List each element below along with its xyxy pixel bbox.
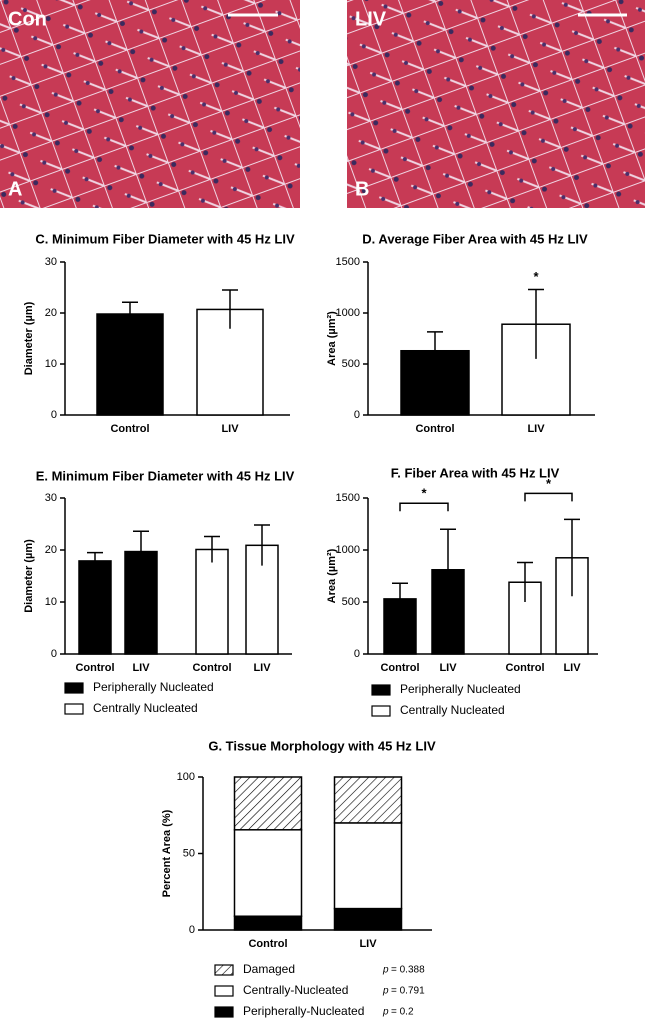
panel-label: LIV — [355, 8, 387, 30]
bar — [78, 560, 112, 655]
significance-bracket — [399, 502, 449, 512]
y-tick-label: 30 — [45, 256, 57, 268]
bar — [195, 548, 229, 655]
x-tick-label: LIV — [253, 662, 271, 674]
x-tick-label: Control — [110, 423, 149, 435]
error-bar — [440, 528, 456, 611]
y-axis-label: Percent Area (%) — [161, 809, 173, 897]
y-tick-label: 20 — [45, 544, 57, 556]
significance: * — [533, 269, 539, 284]
legend-swatch — [214, 985, 234, 997]
legend-swatch — [371, 684, 391, 696]
histology-image — [0, 0, 300, 208]
y-tick-label: 1500 — [336, 492, 360, 504]
error-bar — [254, 524, 270, 566]
bar — [233, 829, 303, 917]
y-tick-label: 50 — [183, 847, 195, 859]
y-tick-label: 0 — [354, 409, 360, 421]
x-tick-label: LIV — [132, 662, 150, 674]
y-tick-label: 100 — [177, 771, 195, 783]
y-tick-label: 0 — [354, 648, 360, 660]
legend-swatch — [371, 705, 391, 717]
y-axis-label: Diameter (µm) — [23, 539, 35, 613]
y-tick-label: 0 — [51, 648, 57, 660]
p-value: = 0.388 — [391, 965, 425, 976]
x-tick-label: Control — [415, 423, 454, 435]
p-value: = 0.2 — [391, 1007, 414, 1018]
histology-image — [347, 0, 645, 208]
legend-label: Damaged — [243, 962, 295, 976]
bar — [96, 313, 164, 416]
y-tick-label: 10 — [45, 358, 57, 370]
legend-label: Centrally Nucleated — [93, 701, 198, 715]
significance: * — [421, 486, 427, 501]
legend-swatch — [64, 682, 84, 694]
error-bar — [392, 582, 408, 615]
legend-swatch — [214, 964, 234, 976]
p-symbol: p — [382, 1007, 389, 1018]
y-axis-label: Area (µm²) — [326, 548, 338, 603]
p-symbol: p — [382, 986, 389, 997]
error-bar — [204, 535, 220, 563]
legend-label: Peripherally Nucleated — [93, 680, 214, 694]
y-tick-label: 500 — [342, 596, 360, 608]
y-tick-label: 20 — [45, 307, 57, 319]
error-bar — [427, 331, 443, 370]
legend-label: Peripherally-Nucleated — [243, 1004, 364, 1018]
chart-title: F. Fiber Area with 45 Hz LIV — [391, 465, 560, 480]
legend-label: Centrally-Nucleated — [243, 983, 348, 997]
error-bar — [122, 301, 138, 326]
error-bar — [87, 551, 103, 570]
x-tick-label: LIV — [359, 938, 377, 950]
x-tick-label: Control — [505, 662, 544, 674]
chart-title: D. Average Fiber Area with 45 Hz LIV — [362, 231, 588, 246]
y-tick-label: 1500 — [336, 256, 360, 268]
x-tick-label: Control — [380, 662, 419, 674]
chart-title: E. Minimum Fiber Diameter with 45 Hz LIV — [36, 468, 295, 483]
chart-title: C. Minimum Fiber Diameter with 45 Hz LIV — [35, 231, 295, 246]
error-bar — [517, 561, 533, 602]
legend-swatch — [214, 1006, 234, 1018]
p-value: = 0.791 — [391, 986, 425, 997]
legend-label: Centrally Nucleated — [400, 703, 505, 717]
y-tick-label: 0 — [189, 924, 195, 936]
x-tick-label: Control — [75, 662, 114, 674]
error-bar — [222, 289, 238, 329]
x-tick-label: LIV — [527, 423, 545, 435]
y-tick-label: 0 — [51, 409, 57, 421]
y-tick-label: 30 — [45, 492, 57, 504]
x-tick-label: LIV — [563, 662, 581, 674]
x-tick-label: Control — [192, 662, 231, 674]
error-bar — [564, 518, 580, 597]
bar — [233, 915, 303, 931]
panel-letter: A — [8, 178, 22, 200]
y-axis-label: Diameter (µm) — [23, 301, 35, 375]
panel-letter: B — [355, 178, 369, 200]
y-tick-label: 10 — [45, 596, 57, 608]
y-axis-label: Area (µm²) — [326, 311, 338, 366]
bar — [333, 822, 403, 910]
y-tick-label: 1000 — [336, 307, 360, 319]
x-tick-label: LIV — [439, 662, 457, 674]
x-tick-label: Control — [248, 938, 287, 950]
panel-label: Con — [8, 8, 47, 30]
bar — [333, 907, 403, 931]
x-tick-label: LIV — [221, 423, 239, 435]
legend-swatch — [64, 703, 84, 715]
chart-title: G. Tissue Morphology with 45 Hz LIV — [208, 738, 436, 753]
significance-bracket — [524, 492, 573, 502]
significance: * — [546, 476, 552, 491]
bar — [233, 776, 303, 831]
bar — [333, 776, 403, 824]
p-symbol: p — [382, 965, 389, 976]
error-bar — [528, 288, 544, 359]
y-tick-label: 1000 — [336, 544, 360, 556]
legend-label: Peripherally Nucleated — [400, 682, 521, 696]
y-tick-label: 500 — [342, 358, 360, 370]
error-bar — [133, 530, 149, 572]
